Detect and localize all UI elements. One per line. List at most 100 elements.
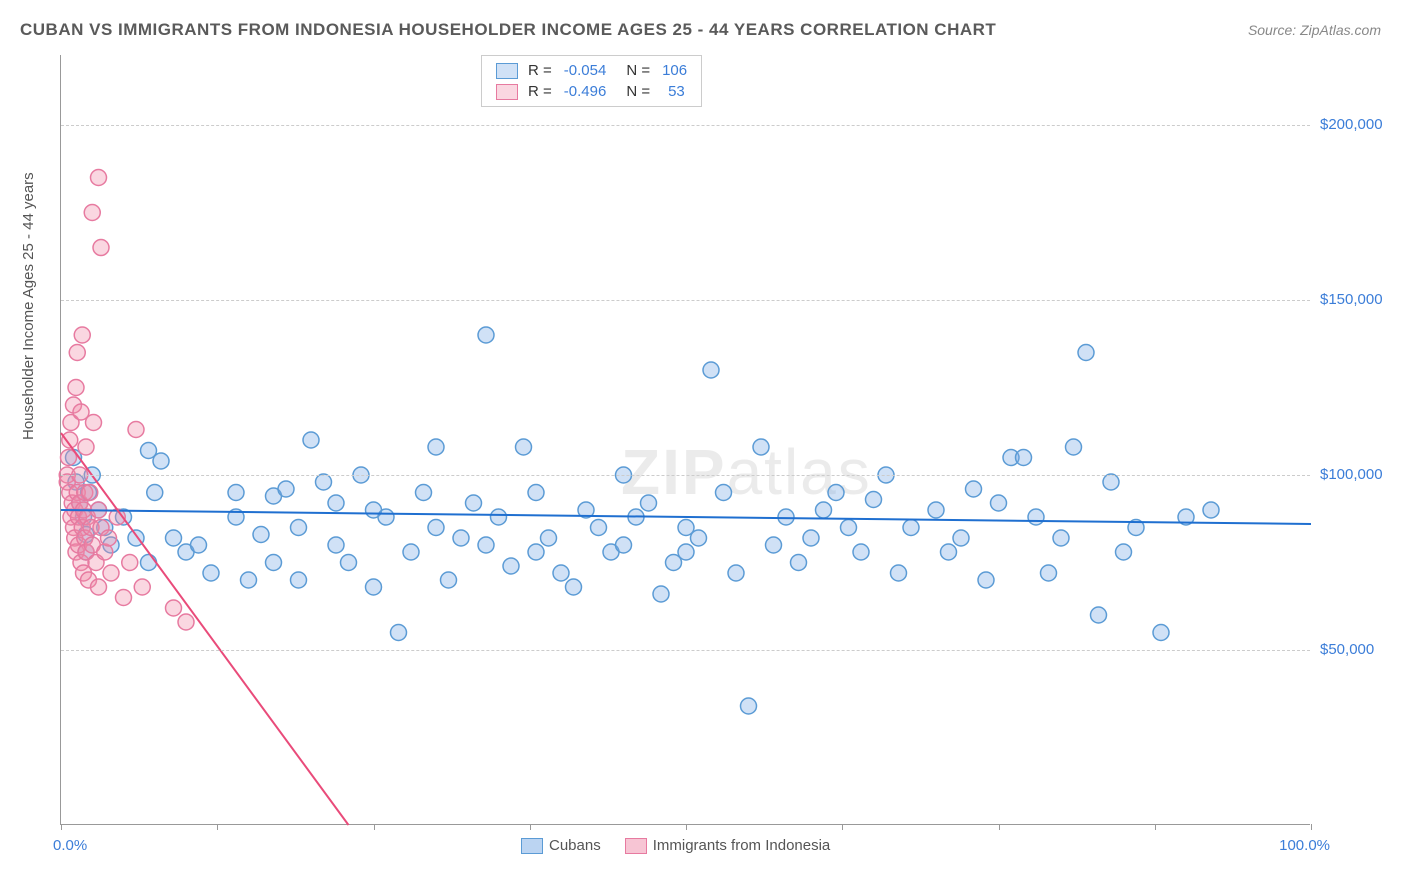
x-tick xyxy=(61,824,62,830)
data-point xyxy=(74,327,90,343)
data-point xyxy=(278,481,294,497)
data-point xyxy=(328,495,344,511)
data-point xyxy=(903,520,919,536)
data-point xyxy=(253,527,269,543)
data-point xyxy=(91,579,107,595)
data-point xyxy=(291,572,307,588)
data-point xyxy=(478,327,494,343)
data-point xyxy=(84,205,100,221)
data-point xyxy=(391,625,407,641)
data-point xyxy=(566,579,582,595)
data-point xyxy=(1153,625,1169,641)
data-point xyxy=(228,485,244,501)
data-point xyxy=(378,509,394,525)
legend-item-cubans: Cubans xyxy=(521,837,601,854)
data-point xyxy=(91,170,107,186)
legend-item-indonesia: Immigrants from Indonesia xyxy=(625,837,831,854)
series-legend: Cubans Immigrants from Indonesia xyxy=(521,837,830,854)
data-point xyxy=(453,530,469,546)
data-point xyxy=(691,530,707,546)
data-point xyxy=(134,579,150,595)
legend-label-indonesia: Immigrants from Indonesia xyxy=(653,837,831,854)
data-point xyxy=(416,485,432,501)
data-point xyxy=(678,544,694,560)
data-point xyxy=(1066,439,1082,455)
data-point xyxy=(1016,450,1032,466)
data-point xyxy=(122,555,138,571)
data-point xyxy=(1103,474,1119,490)
data-point xyxy=(101,530,117,546)
data-point xyxy=(103,565,119,581)
legend-swatch-indonesia xyxy=(625,838,647,854)
data-point xyxy=(166,600,182,616)
data-point xyxy=(653,586,669,602)
trend-line xyxy=(61,433,349,825)
data-point xyxy=(703,362,719,378)
data-point xyxy=(241,572,257,588)
data-point xyxy=(978,572,994,588)
data-point xyxy=(553,565,569,581)
gridline xyxy=(61,300,1310,301)
data-point xyxy=(516,439,532,455)
data-point xyxy=(816,502,832,518)
x-tick xyxy=(530,824,531,830)
y-tick-label: $200,000 xyxy=(1320,116,1400,133)
data-point xyxy=(891,565,907,581)
data-point xyxy=(403,544,419,560)
x-tick xyxy=(686,824,687,830)
data-point xyxy=(203,565,219,581)
data-point xyxy=(741,698,757,714)
data-point xyxy=(1028,509,1044,525)
x-tick xyxy=(374,824,375,830)
data-point xyxy=(528,485,544,501)
gridline xyxy=(61,125,1310,126)
data-point xyxy=(86,415,102,431)
y-tick-label: $150,000 xyxy=(1320,291,1400,308)
x-min-label: 0.0% xyxy=(53,837,87,854)
data-point xyxy=(828,485,844,501)
data-point xyxy=(1203,502,1219,518)
data-point xyxy=(541,530,557,546)
data-point xyxy=(68,380,84,396)
data-point xyxy=(1091,607,1107,623)
data-point xyxy=(466,495,482,511)
data-point xyxy=(128,422,144,438)
legend-swatch-cubans xyxy=(521,838,543,854)
data-point xyxy=(791,555,807,571)
data-point xyxy=(716,485,732,501)
x-tick xyxy=(217,824,218,830)
data-point xyxy=(428,520,444,536)
data-point xyxy=(491,509,507,525)
x-tick xyxy=(1311,824,1312,830)
x-tick xyxy=(999,824,1000,830)
data-point xyxy=(78,439,94,455)
data-point xyxy=(428,439,444,455)
gridline xyxy=(61,475,1310,476)
data-point xyxy=(69,345,85,361)
data-point xyxy=(328,537,344,553)
data-point xyxy=(1078,345,1094,361)
data-point xyxy=(803,530,819,546)
data-point xyxy=(841,520,857,536)
chart-title: CUBAN VS IMMIGRANTS FROM INDONESIA HOUSE… xyxy=(20,20,996,40)
data-point xyxy=(266,555,282,571)
data-point xyxy=(953,530,969,546)
x-tick xyxy=(1155,824,1156,830)
data-point xyxy=(616,537,632,553)
data-point xyxy=(928,502,944,518)
data-point xyxy=(1041,565,1057,581)
data-point xyxy=(147,485,163,501)
data-point xyxy=(991,495,1007,511)
data-point xyxy=(366,579,382,595)
data-point xyxy=(641,495,657,511)
data-point xyxy=(966,481,982,497)
data-point xyxy=(866,492,882,508)
data-point xyxy=(316,474,332,490)
data-point xyxy=(303,432,319,448)
data-point xyxy=(503,558,519,574)
data-point xyxy=(766,537,782,553)
data-point xyxy=(591,520,607,536)
data-point xyxy=(728,565,744,581)
data-point xyxy=(191,537,207,553)
legend-label-cubans: Cubans xyxy=(549,837,601,854)
